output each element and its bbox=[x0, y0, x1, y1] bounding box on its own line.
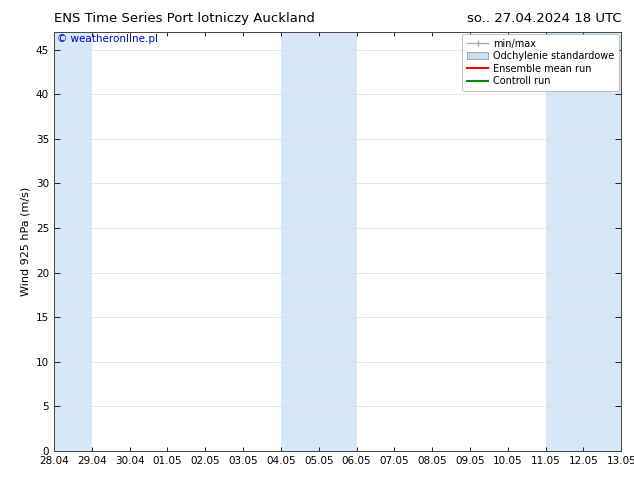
Text: so.. 27.04.2024 18 UTC: so.. 27.04.2024 18 UTC bbox=[467, 12, 621, 25]
Bar bbox=[54, 32, 92, 451]
Legend: min/max, Odchylenie standardowe, Ensemble mean run, Controll run: min/max, Odchylenie standardowe, Ensembl… bbox=[462, 34, 619, 91]
Text: © weatheronline.pl: © weatheronline.pl bbox=[56, 34, 158, 44]
Y-axis label: Wind 925 hPa (m/s): Wind 925 hPa (m/s) bbox=[20, 187, 30, 296]
Bar bbox=[546, 32, 621, 451]
Text: ENS Time Series Port lotniczy Auckland: ENS Time Series Port lotniczy Auckland bbox=[54, 12, 314, 25]
Bar bbox=[281, 32, 356, 451]
